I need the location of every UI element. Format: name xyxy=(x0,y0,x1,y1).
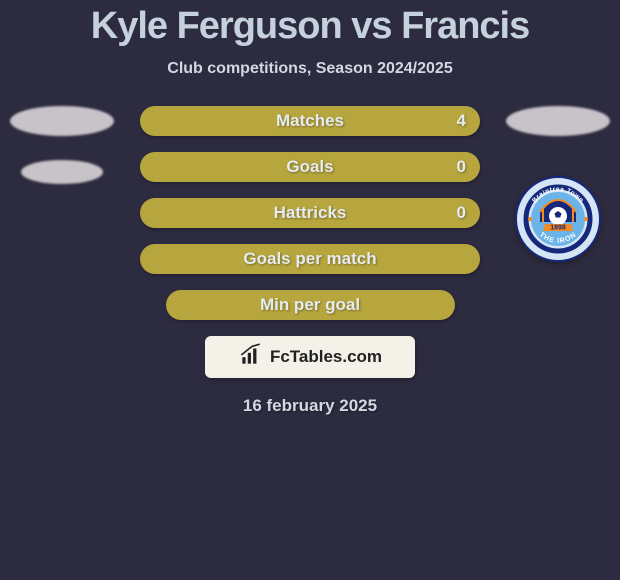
watermark: FcTables.com xyxy=(205,336,415,378)
stat-bar-matches: Matches 4 xyxy=(140,106,480,136)
stat-bar-hattricks: Hattricks 0 xyxy=(140,198,480,228)
club-badge-icon: Braintree Town THE IRON xyxy=(515,176,601,262)
date: 16 february 2025 xyxy=(243,396,377,416)
stat-bar-goals-per-match: Goals per match xyxy=(140,244,480,274)
stats-column: Matches 4 Goals 0 Hattricks 0 Goals per … xyxy=(140,106,480,320)
stat-label: Goals per match xyxy=(243,249,376,269)
chart-icon xyxy=(238,342,264,373)
watermark-text: FcTables.com xyxy=(270,347,382,367)
subtitle: Club competitions, Season 2024/2025 xyxy=(167,60,452,78)
page-title: Kyle Ferguson vs Francis xyxy=(91,5,530,48)
stat-label: Matches xyxy=(276,111,344,131)
avatar-shadow-left-2 xyxy=(21,160,103,184)
stat-value: 0 xyxy=(457,157,466,177)
stat-label: Goals xyxy=(286,157,333,177)
stat-value: 0 xyxy=(457,203,466,223)
stats-area: Matches 4 Goals 0 Hattricks 0 Goals per … xyxy=(0,106,620,320)
badge-year: 1898 xyxy=(550,225,566,232)
stat-bar-goals: Goals 0 xyxy=(140,152,480,182)
avatar-shadow-left-1 xyxy=(10,106,114,136)
player-right: Braintree Town THE IRON xyxy=(508,106,608,262)
stat-label: Min per goal xyxy=(260,295,360,315)
stat-label: Hattricks xyxy=(274,203,347,223)
player-left xyxy=(12,106,112,184)
stat-value: 4 xyxy=(457,111,466,131)
root: Kyle Ferguson vs Francis Club competitio… xyxy=(0,0,620,416)
stat-bar-min-per-goal: Min per goal xyxy=(166,290,455,320)
avatar-shadow-right-1 xyxy=(506,106,610,136)
